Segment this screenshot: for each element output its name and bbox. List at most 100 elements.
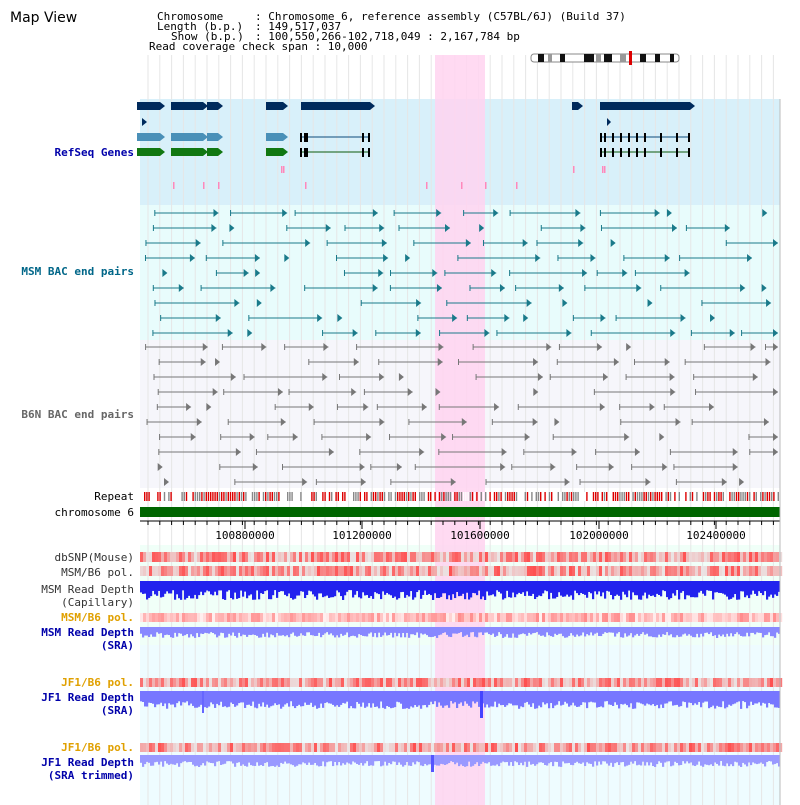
- depth-bar: [464, 755, 467, 767]
- depth-bar: [254, 581, 257, 600]
- heat-cell: [323, 613, 327, 622]
- depth-bar: [334, 627, 337, 638]
- heat-cell: [635, 566, 639, 576]
- depth-bar: [466, 691, 469, 704]
- depth-bar: [162, 755, 165, 767]
- heat-cell: [761, 613, 765, 622]
- repeat-mark: [731, 492, 733, 501]
- ideogram-band: [538, 54, 544, 62]
- heat-cell: [437, 678, 441, 687]
- depth-bar: [572, 755, 575, 766]
- depth-bar: [202, 691, 204, 713]
- depth-bar: [410, 627, 413, 635]
- depth-bar: [248, 755, 251, 763]
- track-label-msm-depth-sra[interactable]: MSM Read Depth: [41, 626, 134, 639]
- track-label-chromosome[interactable]: chromosome 6: [54, 506, 134, 519]
- depth-bar: [524, 581, 527, 596]
- heat-cell: [176, 613, 180, 622]
- repeat-mark: [295, 492, 298, 501]
- heat-cell: [224, 678, 228, 687]
- depth-bar: [394, 755, 397, 762]
- repeat-mark: [273, 492, 276, 501]
- heat-cell: [275, 743, 279, 752]
- heat-cell: [374, 743, 378, 752]
- depth-bar: [410, 755, 413, 766]
- depth-bar: [444, 691, 447, 706]
- heat-cell: [680, 566, 684, 576]
- depth-bar: [182, 627, 185, 636]
- heat-cell: [599, 678, 603, 687]
- depth-bar: [206, 691, 209, 708]
- depth-bar: [374, 755, 377, 762]
- depth-bar: [674, 755, 677, 762]
- track-label-jf1-depth-trimmed[interactable]: JF1 Read Depth: [41, 756, 134, 769]
- depth-bar: [636, 627, 639, 634]
- heat-cell: [419, 613, 423, 622]
- depth-bar: [216, 755, 219, 762]
- snp-mark: [461, 182, 463, 189]
- heat-cell: [608, 552, 612, 562]
- depth-bar: [204, 581, 207, 593]
- track-label-dbsnp[interactable]: dbSNP(Mouse): [54, 551, 134, 564]
- track-label-b6n-bac[interactable]: B6N BAC end pairs: [21, 408, 134, 421]
- heat-cell: [560, 743, 564, 752]
- depth-bar: [266, 691, 269, 705]
- heat-cell: [404, 566, 408, 576]
- heat-cell: [755, 566, 759, 576]
- depth-bar: [482, 691, 485, 704]
- bac-end: [708, 403, 714, 411]
- heat-cell: [653, 566, 657, 576]
- heat-cell: [341, 566, 345, 576]
- track-label-msm-b6-pol-2[interactable]: MSM/B6 pol.: [61, 611, 134, 624]
- heat-cell: [401, 552, 405, 562]
- repeat-mark: [370, 492, 372, 501]
- depth-bar: [520, 691, 523, 707]
- repeat-mark: [322, 492, 324, 501]
- track-label-refseq[interactable]: RefSeq Genes: [54, 146, 134, 159]
- heat-cell: [602, 552, 606, 562]
- heat-cell: [242, 613, 246, 622]
- depth-bar: [544, 627, 547, 637]
- track-label-msm-b6-pol[interactable]: MSM/B6 pol.: [61, 566, 134, 579]
- track-label-jf1-b6-pol-2[interactable]: JF1/B6 pol.: [61, 741, 134, 754]
- bac-end: [732, 463, 738, 471]
- repeat-mark: [412, 492, 414, 501]
- depth-bar: [558, 627, 561, 634]
- track-label-msm-bac[interactable]: MSM BAC end pairs: [21, 265, 134, 278]
- heat-cell: [443, 552, 447, 562]
- exon: [304, 133, 306, 142]
- depth-bar: [632, 691, 635, 709]
- heat-cell: [407, 743, 411, 752]
- track-label-sra: (SRA): [100, 639, 134, 652]
- heat-cell: [635, 743, 639, 752]
- depth-bar: [512, 755, 515, 766]
- depth-bar: [218, 691, 221, 706]
- repeat-mark: [383, 492, 386, 501]
- depth-bar: [360, 755, 363, 763]
- depth-bar: [560, 581, 563, 596]
- ruler-label: 101200000: [332, 529, 392, 542]
- depth-bar: [440, 691, 443, 706]
- repeat-mark: [454, 492, 456, 501]
- track-label-jf1-b6-pol[interactable]: JF1/B6 pol.: [61, 676, 134, 689]
- depth-bar: [594, 627, 597, 634]
- depth-bar: [338, 581, 341, 593]
- depth-bar: [368, 627, 371, 634]
- heat-cell: [308, 613, 312, 622]
- depth-bar: [382, 627, 385, 636]
- track-label-repeat[interactable]: Repeat: [94, 490, 134, 503]
- depth-bar: [348, 755, 351, 764]
- depth-bar: [188, 627, 191, 638]
- depth-bar: [694, 581, 697, 598]
- gene-arrow: [218, 102, 223, 110]
- track-label-msm-depth-cap[interactable]: MSM Read Depth: [41, 583, 134, 596]
- heat-cell: [449, 613, 453, 622]
- heat-cell: [374, 613, 378, 622]
- heat-cell: [296, 743, 300, 752]
- heat-cell: [416, 743, 420, 752]
- depth-bar: [228, 691, 231, 707]
- track-label-jf1-depth[interactable]: JF1 Read Depth: [41, 691, 134, 704]
- heat-cell: [614, 743, 618, 752]
- heat-cell: [467, 552, 471, 562]
